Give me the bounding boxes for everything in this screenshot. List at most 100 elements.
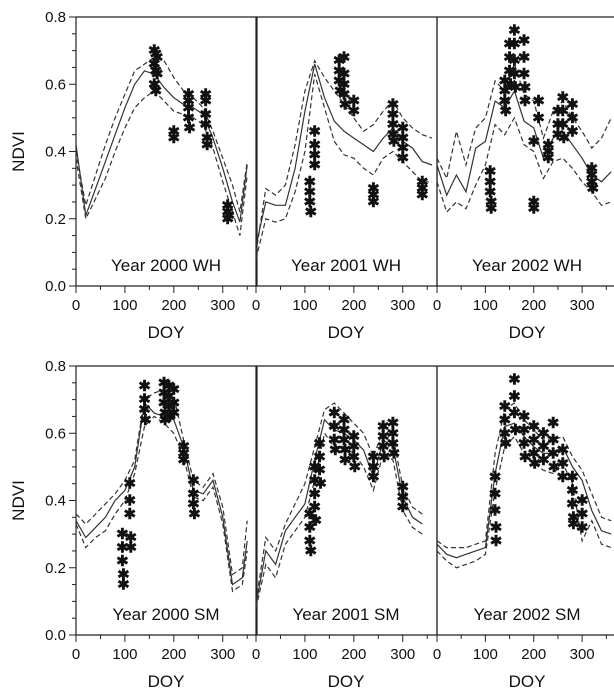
data-point-marker: ✱ — [509, 80, 522, 97]
x-tick-label: 200 — [521, 646, 546, 663]
data-point-marker: ✱ — [338, 412, 351, 429]
data-point-marker: ✱ — [313, 449, 326, 466]
data-point-marker: ✱ — [387, 127, 400, 144]
data-point-marker: ✱ — [556, 117, 569, 134]
data-point-marker: ✱ — [367, 187, 380, 204]
data-point-marker: ✱ — [182, 86, 195, 103]
data-point-marker: ✱ — [163, 378, 176, 395]
data-point-marker: ✱ — [576, 519, 589, 536]
data-point-marker: ✱ — [187, 472, 200, 489]
y-tick-label: 0.6 — [45, 76, 66, 93]
y-axis-label: NDVI — [9, 131, 28, 172]
data-point-marker: ✱ — [489, 503, 502, 520]
y-tick-label: 0.8 — [45, 358, 66, 375]
data-point-marker: ✱ — [547, 415, 560, 432]
series-line-dashed — [76, 388, 248, 576]
data-point-marker: ✱ — [177, 445, 190, 462]
y-tick-label: 0.6 — [45, 425, 66, 442]
x-axis-label: DOY — [509, 672, 546, 689]
data-point-marker: ✱ — [542, 150, 555, 167]
x-axis-label: DOY — [148, 672, 185, 689]
data-point-marker: ✱ — [183, 120, 196, 137]
data-point-marker: ✱ — [566, 496, 579, 513]
data-point-marker: ✱ — [367, 180, 380, 197]
data-point-marker: ✱ — [566, 482, 579, 499]
data-point-marker: ✱ — [388, 445, 401, 462]
data-point-marker: ✱ — [518, 66, 531, 83]
data-point-marker: ✱ — [367, 459, 380, 476]
x-axis-label: DOY — [148, 323, 185, 342]
x-tick-label: 200 — [341, 646, 366, 663]
data-point-marker: ✱ — [552, 103, 565, 120]
data-point-marker: ✱ — [151, 49, 164, 66]
series-line-dashed — [256, 59, 433, 253]
data-point-marker: ✱ — [125, 540, 138, 557]
data-point-marker: ✱ — [339, 442, 352, 459]
data-point-marker: ✱ — [168, 395, 181, 412]
plot-area: ✱✱✱✱✱✱✱✱✱✱✱✱✱✱✱✱✱✱✱✱✱✱✱✱✱✱✱✱✱✱✱✱✱✱✱✱✱✱✱ — [437, 371, 612, 569]
data-point-marker: ✱ — [199, 93, 212, 110]
panel-5: 0 100 200 300DOY✱✱✱✱✱✱✱✱✱✱✱✱✱✱✱✱✱✱✱✱✱✱✱✱✱✱✱… — [252, 365, 438, 689]
data-point-marker: ✱ — [518, 435, 531, 452]
series-line-solid — [76, 70, 248, 223]
data-point-marker: ✱ — [348, 429, 361, 446]
series-line-solid — [256, 418, 423, 605]
data-point-marker: ✱ — [339, 452, 352, 469]
data-point-marker: ✱ — [552, 117, 565, 134]
data-point-marker: ✱ — [338, 66, 351, 83]
x-tick-label: 100 — [112, 646, 137, 663]
data-point-marker: ✱ — [586, 180, 599, 197]
data-point-marker: ✱ — [396, 479, 409, 496]
data-point-marker: ✱ — [199, 86, 212, 103]
data-point-marker: ✱ — [489, 486, 502, 503]
data-point-marker: ✱ — [566, 96, 579, 113]
data-point-marker: ✱ — [537, 439, 550, 456]
series-line-dashed — [437, 62, 612, 181]
data-point-marker: ✱ — [116, 526, 129, 543]
data-point-marker: ✱ — [168, 130, 181, 147]
data-point-marker: ✱ — [168, 405, 181, 422]
series-line-solid — [437, 89, 612, 197]
data-point-marker: ✱ — [151, 66, 164, 83]
data-point-marker: ✱ — [527, 201, 540, 218]
x-tick-label: 100 — [292, 646, 317, 663]
data-point-marker: ✱ — [396, 499, 409, 516]
series-line-solid — [437, 422, 612, 559]
data-point-marker: ✱ — [490, 533, 503, 550]
data-point-marker: ✱ — [484, 184, 497, 201]
data-point-marker: ✱ — [503, 36, 516, 53]
plot-area: ✱✱✱✱✱✱✱✱✱✱✱✱✱✱✱✱✱✱✱✱✱✱✱✱✱✱✱✱✱✱✱✱✱✱✱✱✱✱✱✱… — [437, 22, 612, 218]
data-point-marker: ✱ — [339, 96, 352, 113]
data-point-marker: ✱ — [138, 392, 151, 409]
data-point-marker: ✱ — [304, 519, 317, 536]
panel-3: 0 100 200 300DOY✱✱✱✱✱✱✱✱✱✱✱✱✱✱✱✱✱✱✱✱✱✱✱✱✱✱✱… — [433, 16, 614, 342]
data-point-marker: ✱ — [201, 130, 214, 147]
data-point-marker: ✱ — [221, 197, 234, 214]
data-point-marker: ✱ — [377, 439, 390, 456]
data-point-marker: ✱ — [149, 63, 162, 80]
y-tick-label: 0.0 — [45, 278, 66, 295]
y-tick-label: 0.4 — [45, 144, 66, 161]
data-point-marker: ✱ — [518, 33, 531, 50]
data-point-marker: ✱ — [308, 459, 321, 476]
data-point-marker: ✱ — [547, 445, 560, 462]
series-line-solid — [76, 401, 248, 586]
series-line-dashed — [256, 431, 423, 609]
data-point-marker: ✱ — [527, 432, 540, 449]
x-tick-label: 0 — [433, 297, 441, 314]
data-point-marker: ✱ — [308, 123, 321, 140]
data-point-marker: ✱ — [309, 513, 322, 530]
data-point-marker: ✱ — [177, 439, 190, 456]
data-point-marker: ✱ — [221, 211, 234, 228]
data-point-marker: ✱ — [576, 506, 589, 523]
data-point-marker: ✱ — [139, 412, 152, 429]
plot-area: ✱✱✱✱✱✱✱✱✱✱✱✱✱✱✱✱✱✱✱✱✱✱✱✱✱✱✱✱✱✱✱✱✱✱ — [256, 49, 433, 260]
x-tick-label: 0 — [72, 297, 80, 314]
data-point-marker: ✱ — [222, 207, 235, 224]
series-line-dashed — [76, 415, 248, 593]
data-point-marker: ✱ — [484, 164, 497, 181]
data-point-marker: ✱ — [328, 432, 341, 449]
data-point-marker: ✱ — [348, 93, 361, 110]
data-point-marker: ✱ — [498, 398, 511, 415]
data-point-marker: ✱ — [199, 107, 212, 124]
